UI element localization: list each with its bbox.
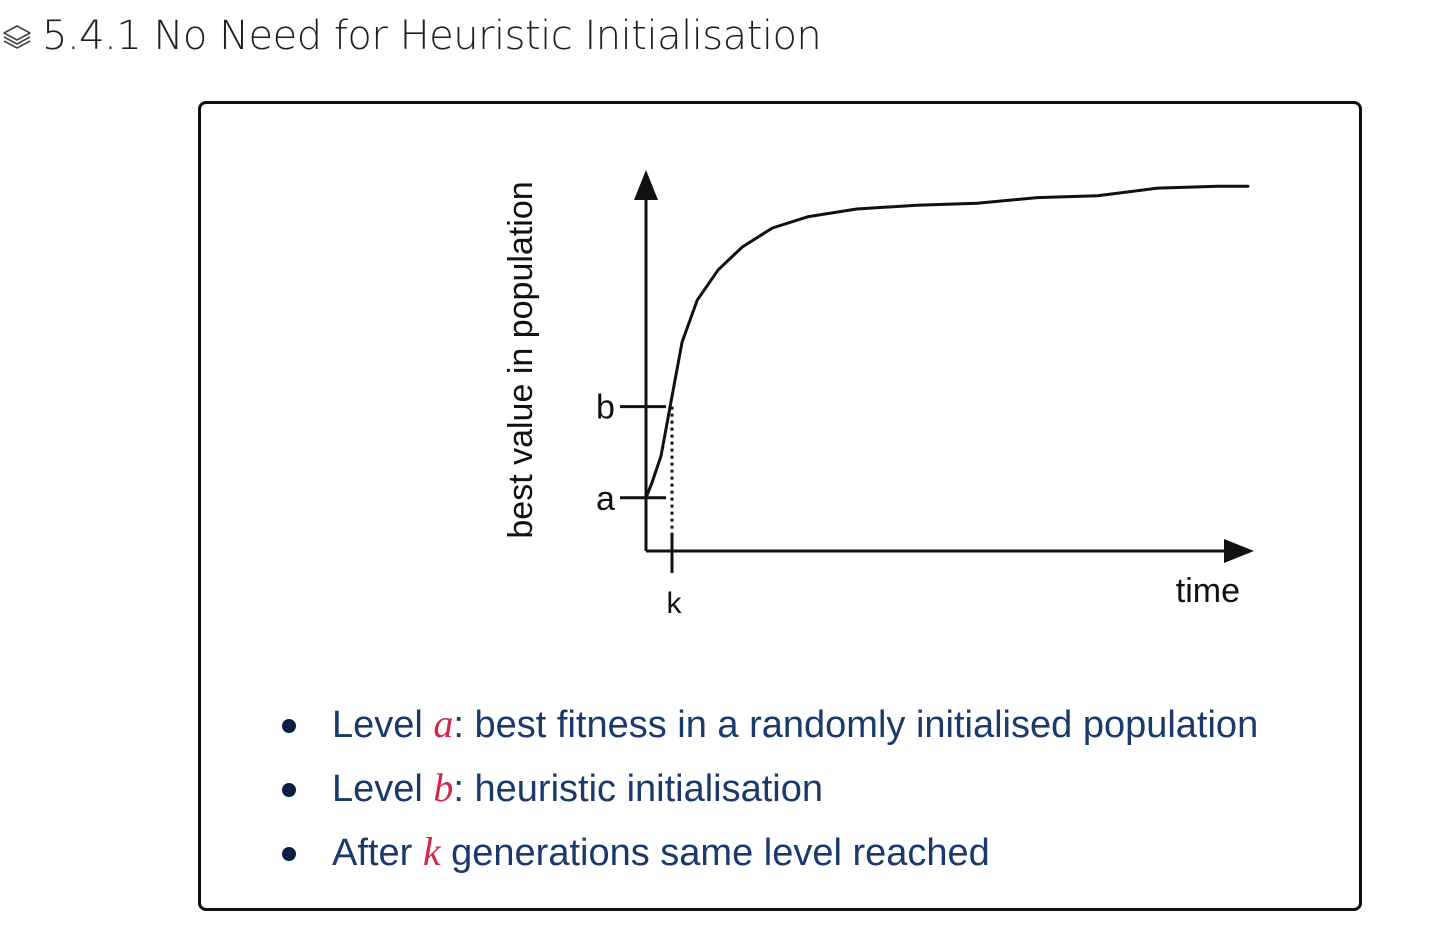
bullet-text-before: Level — [332, 704, 434, 746]
y-tick-label: a — [596, 480, 615, 518]
bullet-variable: b — [433, 765, 454, 810]
tick-layer: a b k — [596, 389, 683, 620]
x-axis-label: time — [1176, 572, 1240, 610]
y-tick-label: b — [596, 389, 615, 427]
bullet-variable: k — [422, 829, 441, 874]
bullet-variable: a — [433, 701, 454, 746]
x-axis-arrowhead — [1224, 539, 1254, 563]
bullet-text-before: After — [332, 832, 423, 874]
bullet-text-before: Level — [332, 768, 434, 810]
y-axis-arrowhead — [634, 170, 658, 200]
y-axis-label: best value in population — [502, 181, 540, 538]
bullet-dot-icon — [282, 847, 296, 861]
bullet-text-after: : best fitness in a randomly initialised… — [453, 704, 1259, 746]
bullet-item: Level a: best fitness in a randomly init… — [276, 692, 1258, 756]
slide-frame — [198, 101, 1362, 911]
bullet-dot-icon — [282, 719, 296, 733]
section-heading: 5.4.1 No Need for Heuristic Initialisati… — [0, 8, 822, 64]
bullet-item: After k generations same level reached — [276, 820, 1258, 884]
bullet-list: Level a: best fitness in a randomly init… — [276, 692, 1258, 884]
layers-icon — [3, 25, 31, 49]
section-title: 5.4.1 No Need for Heuristic Initialisati… — [42, 13, 822, 59]
x-tick-label: k — [667, 587, 683, 620]
fitness-curve-line — [644, 184, 1250, 500]
bullet-text-after: generations same level reached — [440, 832, 990, 874]
bullet-text-after: : heuristic initialisation — [453, 768, 824, 810]
bullet-dot-icon — [282, 783, 296, 797]
series-layer — [644, 184, 1250, 500]
bullet-item: Level b: heuristic initialisation — [276, 756, 1258, 820]
